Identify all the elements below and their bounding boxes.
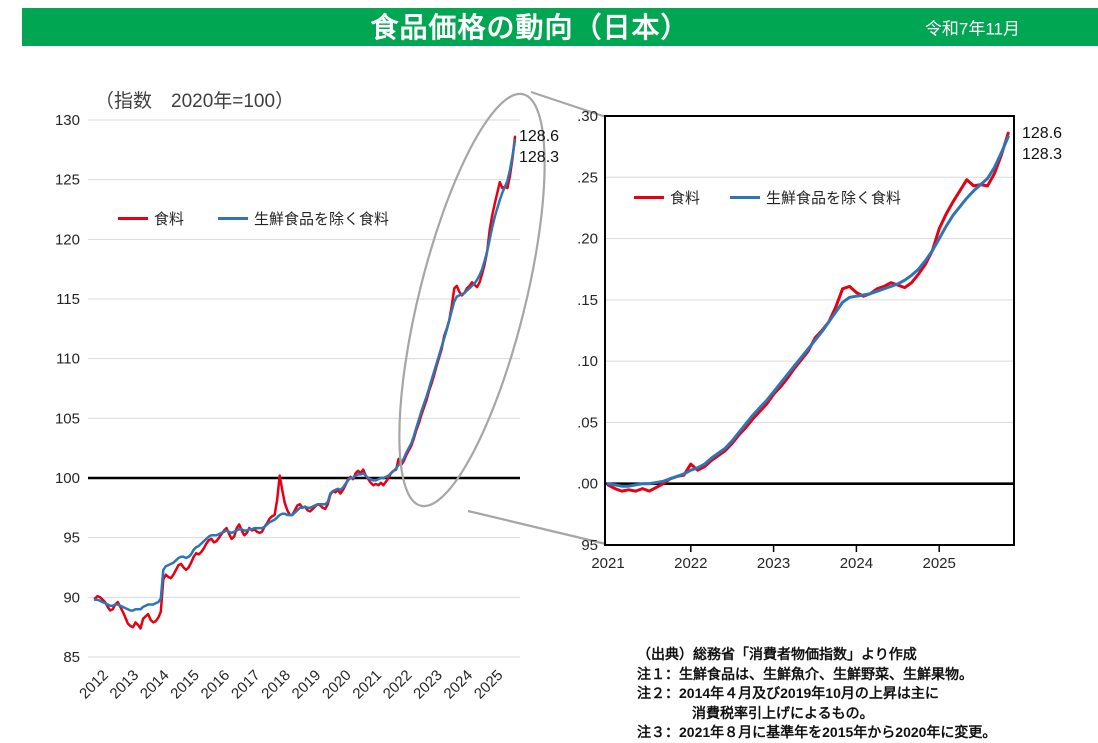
note-1: 注１：生鮮食品は、生鮮魚介、生鮮野菜、生鮮果物。 (637, 665, 973, 682)
legend-item-food: 食料 (634, 187, 700, 208)
main-y-tick-label: 125 (55, 172, 80, 189)
legend-main: 食料 生鮮食品を除く食料 (118, 208, 389, 229)
main-y-tick-label: 110 (56, 351, 80, 368)
main-x-tick-label: 2016 (198, 667, 234, 703)
main-exfresh-end-value: 128.3 (519, 149, 560, 166)
legend-item-exfresh: 生鮮食品を除く食料 (218, 208, 389, 229)
legend-item-exfresh: 生鮮食品を除く食料 (730, 187, 901, 208)
main-x-tick-label: 2018 (258, 667, 294, 703)
inset-x-tick-label: 2022 (674, 555, 707, 572)
main-y-tick-label: 105 (55, 410, 80, 427)
inset-x-tick-label: 2024 (840, 555, 873, 572)
inset-y-tick-label: 95 (581, 537, 598, 554)
main-x-tick-label: 2025 (471, 667, 507, 703)
inset-y-tick-label: .00 (577, 476, 598, 493)
inset-plot-border (604, 115, 1015, 546)
main-exfresh-line (93, 139, 517, 612)
main-y-tick-label: 120 (55, 231, 80, 248)
inset-food-end-value: 128.6 (1022, 125, 1063, 142)
main-y-tick-label: 130 (55, 112, 80, 129)
inset-y-tick-label: .15 (577, 292, 598, 309)
note-3: 注３：2021年８月に基準年を2015年から2020年に変更。 (637, 724, 997, 740)
legend-exfresh-label: 生鮮食品を除く食料 (766, 190, 902, 207)
main-x-tick-label: 2019 (289, 667, 325, 703)
footnotes: （出典）総務省「消費者物価指数」より作成 注１：生鮮食品は、生鮮魚介、生鮮野菜、… (637, 645, 1097, 743)
main-y-tick-label: 115 (56, 291, 80, 308)
inset-y-tick-label: .25 (577, 169, 598, 186)
zoom-callout-line-top (530, 90, 607, 119)
legend-food-line-swatch (118, 217, 148, 220)
main-x-tick-label: 2024 (441, 667, 477, 703)
note-2-line1: 注２：2014年４月及び2019年10月の上昇は主に (637, 685, 939, 701)
main-x-tick-label: 2022 (380, 667, 416, 703)
legend-food-label: 食料 (670, 190, 701, 207)
legend-exfresh-label: 生鮮食品を除く食料 (254, 211, 390, 228)
main-x-tick-label: 2023 (410, 667, 446, 703)
main-x-tick-label: 2014 (137, 667, 173, 703)
source-note: （出典）総務省「消費者物価指数」より作成 (637, 646, 917, 662)
legend-item-food: 食料 (118, 208, 184, 229)
main-x-tick-label: 2015 (167, 667, 203, 703)
main-y-tick-label: 90 (63, 589, 80, 606)
main-y-tick-label: 85 (63, 649, 80, 666)
inset-y-tick-label: .30 (577, 108, 598, 125)
zoom-callout-line-bottom (467, 509, 607, 546)
inset-x-tick-label: 2025 (923, 555, 956, 572)
legend-exfresh-line-swatch (218, 217, 249, 220)
report-date: 令和7年11月 (924, 19, 1020, 39)
inset-y-tick-label: .05 (577, 414, 598, 431)
legend-exfresh-line-swatch (730, 196, 761, 199)
main-x-tick-label: 2021 (349, 667, 385, 703)
legend-inset: 食料 生鮮食品を除く食料 (634, 187, 901, 208)
header-bar: 食品価格の動向（日本） 令和7年11月 (22, 8, 1098, 46)
main-y-tick-label: 100 (55, 470, 80, 487)
main-x-tick-label: 2017 (228, 667, 264, 703)
page-title: 食品価格の動向（日本） (370, 12, 690, 44)
inset-y-tick-label: .10 (577, 353, 598, 370)
inset-exfresh-line (606, 135, 1010, 488)
main-food-end-value: 128.6 (519, 128, 560, 145)
note-2-line2: 消費税率引上げによるもの。 (692, 704, 874, 721)
legend-food-line-swatch (634, 196, 664, 199)
inset-y-tick-label: .20 (577, 231, 598, 248)
inset-x-tick-label: 2021 (591, 555, 624, 572)
legend-food-label: 食料 (154, 211, 185, 228)
inset-exfresh-end-value: 128.3 (1022, 146, 1063, 163)
main-x-tick-label: 2013 (107, 667, 143, 703)
main-x-tick-label: 2012 (76, 667, 112, 703)
unit-label: （指数 2020年=100） (95, 91, 295, 112)
main-x-tick-label: 2020 (319, 667, 355, 703)
zoom-callout-ellipse (398, 92, 546, 508)
main-y-tick-label: 95 (63, 530, 80, 547)
inset-x-tick-label: 2023 (757, 555, 790, 572)
